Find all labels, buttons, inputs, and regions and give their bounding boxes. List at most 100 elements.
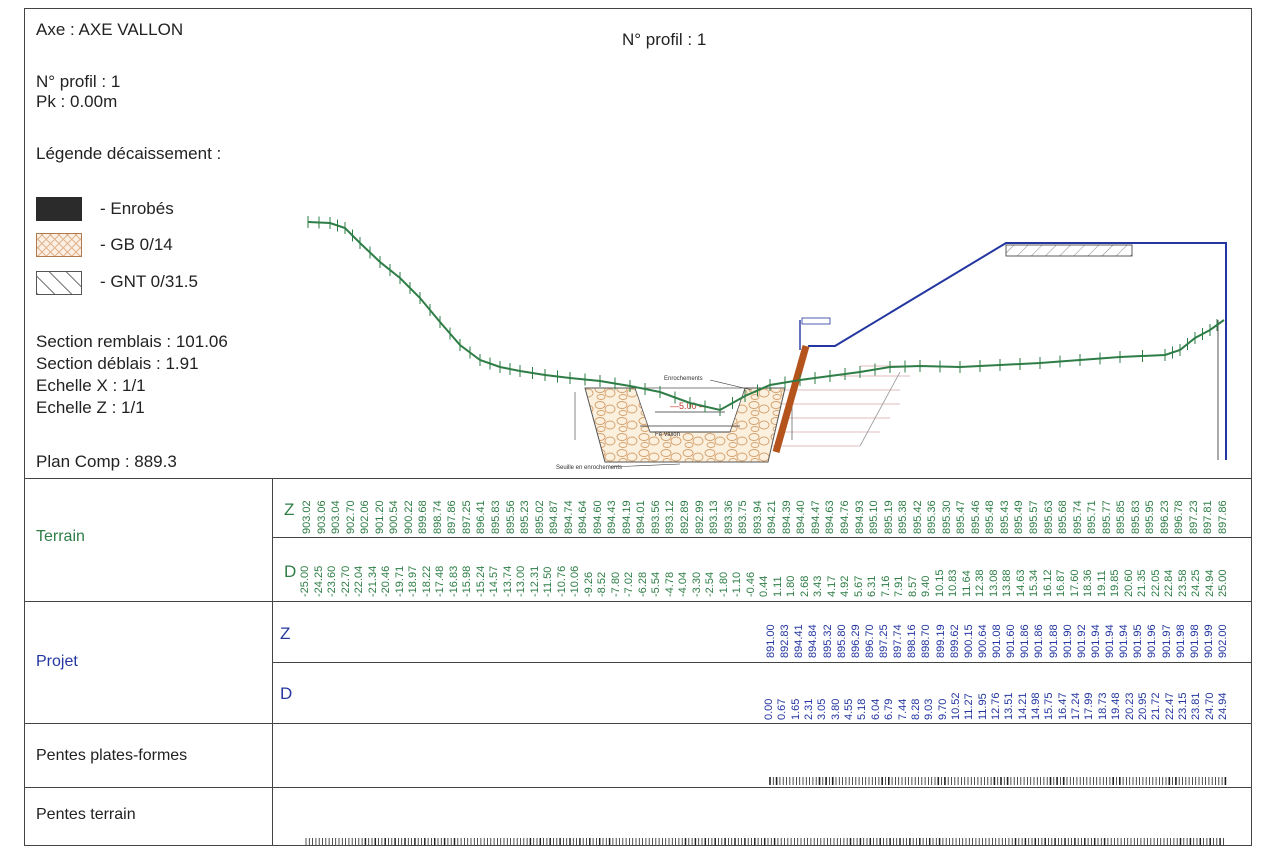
terrain-z-value: 893.36 xyxy=(722,500,735,534)
terrain-z-value: 895.36 xyxy=(926,500,939,534)
legend-title: Légende décaissement : xyxy=(36,144,222,163)
projet-d-value: 20.23 xyxy=(1123,692,1136,720)
terrain-d-value: -20.46 xyxy=(380,565,392,597)
section-remblais: Section remblais : 101.06 xyxy=(36,332,228,351)
terrain-d-value: -22.04 xyxy=(353,565,365,597)
terrain-z-value: 895.46 xyxy=(969,500,982,534)
terrain-d-value: 19.11 xyxy=(1095,570,1108,597)
projet-d-value: 12.76 xyxy=(990,692,1002,720)
terrain-z-value: 894.93 xyxy=(853,500,866,534)
terrain-d-value: 22.05 xyxy=(1149,569,1162,597)
projet-d-value: 2.31 xyxy=(803,698,816,720)
projet-z-value: 900.64 xyxy=(976,624,989,658)
projet-z-value: 902.00 xyxy=(1217,624,1229,658)
terrain-d-value: -23.60 xyxy=(326,565,338,597)
terrain-d-value: 4.17 xyxy=(825,575,838,597)
enrochements-label: Enrochements xyxy=(664,376,703,382)
red-dim-label: —5.00 — xyxy=(670,401,708,411)
gnt-swatch xyxy=(36,271,82,295)
band-top-line xyxy=(24,478,1252,479)
profil-title: N° profil : 1 xyxy=(622,30,707,49)
projet-d-value: 19.48 xyxy=(1110,692,1123,720)
terrain-z-value: 895.38 xyxy=(897,500,910,534)
terrain-d-value: 10.15 xyxy=(933,569,946,597)
projet-d-value: 6.04 xyxy=(869,698,882,720)
projet-z-value: 896.29 xyxy=(849,624,862,658)
projet-d-value: 22.47 xyxy=(1163,692,1176,720)
projet-d-value: 23.15 xyxy=(1176,692,1189,720)
terrain-z-value: 894.43 xyxy=(606,500,619,534)
terrain-z-value: 893.12 xyxy=(664,500,677,534)
terrain-d-value: 13.08 xyxy=(987,569,1000,597)
projet-z-value: 901.90 xyxy=(1061,624,1074,658)
terrain-d-value: -3.30 xyxy=(690,571,703,597)
terrain-d-value: 8.57 xyxy=(906,575,919,597)
terrain-d-value: -15.24 xyxy=(474,565,487,597)
projet-d-value: 6.79 xyxy=(883,698,896,720)
seuil-label: Seuille en enrochements xyxy=(556,465,622,471)
terrain-d-value: -7.02 xyxy=(623,571,635,597)
projet-line xyxy=(808,242,1227,460)
terrain-z-value: 902.70 xyxy=(344,500,357,534)
terrain-d-value: -4.04 xyxy=(677,571,689,597)
terrain-z-value: 893.75 xyxy=(737,500,750,534)
projet-z-value: 901.98 xyxy=(1174,624,1187,658)
terrain-d-value: 24.94 xyxy=(1203,569,1216,597)
terrain-z-value: 892.89 xyxy=(679,500,692,534)
projet-d-value: 10.52 xyxy=(949,692,962,720)
projet-z-label: Z xyxy=(280,624,291,643)
projet-d-label: D xyxy=(280,684,293,703)
projet-z-value: 901.86 xyxy=(1019,624,1032,658)
projet-d-value: 24.70 xyxy=(1203,692,1216,720)
terrain-z-value: 897.25 xyxy=(460,500,473,534)
terrain-d-value: 10.83 xyxy=(947,569,959,597)
terrain-d-value: -10.06 xyxy=(569,565,581,597)
terrain-z-value: 894.63 xyxy=(824,500,837,534)
projet-d-value: 17.99 xyxy=(1083,692,1096,720)
terrain-d-value: 14.63 xyxy=(1014,569,1027,597)
terrain-z-value: 895.68 xyxy=(1057,500,1070,534)
enrobes-swatch xyxy=(36,197,82,221)
terrain-z-value: 895.10 xyxy=(868,500,881,534)
terrain-z-value: 902.06 xyxy=(359,500,372,534)
terrain-z-value: 897.23 xyxy=(1187,500,1200,534)
projet-z-value: 901.95 xyxy=(1132,624,1145,658)
gnt-platform xyxy=(1005,244,1133,257)
projet-mid-line xyxy=(272,662,1252,663)
terrain-z-value: 895.95 xyxy=(1144,500,1157,534)
projet-z-value: 892.83 xyxy=(779,624,792,658)
projet-z-value: 901.86 xyxy=(1033,624,1046,658)
terrain-d-value: -0.46 xyxy=(744,571,757,597)
terrain-d-value: 25.00 xyxy=(1217,569,1229,597)
projet-z-value: 900.15 xyxy=(962,624,975,658)
profil-number: N° profil : 1 xyxy=(36,72,121,91)
terrain-z-value: 895.43 xyxy=(998,500,1011,534)
terrain-z-value: 894.40 xyxy=(795,500,808,534)
terrain-z-value: 895.57 xyxy=(1027,500,1040,534)
terrain-d-value: -21.34 xyxy=(366,565,379,597)
terrain-d-value: 5.67 xyxy=(852,575,865,597)
terrain-d-value: -14.57 xyxy=(488,565,500,597)
terrain-d-value: -22.70 xyxy=(339,565,352,597)
terrain-z-value: 895.49 xyxy=(1013,500,1026,534)
pk-value: Pk : 0.00m xyxy=(36,92,118,111)
terrain-d-value: -18.97 xyxy=(407,565,419,597)
terrain-d-value: -17.48 xyxy=(434,565,446,597)
terrain-d-value: 19.85 xyxy=(1109,569,1121,597)
terrain-z-value: 894.47 xyxy=(809,500,822,534)
terrain-z-value: 894.74 xyxy=(562,500,575,534)
projet-z-value: 898.70 xyxy=(920,624,933,658)
projet-z-value: 894.84 xyxy=(807,624,820,658)
pentes-pf-band-label: Pentes plates-formes xyxy=(36,747,188,764)
terrain-d-value: -19.71 xyxy=(393,565,406,597)
projet-d-value: 11.95 xyxy=(976,693,989,720)
projet-d-value: 9.03 xyxy=(923,698,936,720)
projet-d-value: 23.81 xyxy=(1190,692,1203,720)
terrain-z-value: 895.63 xyxy=(1042,500,1055,534)
terrain-z-value: 896.78 xyxy=(1173,500,1186,534)
terrain-bottom-line xyxy=(24,601,1252,602)
terrain-z-value: 895.83 xyxy=(490,500,503,534)
terrain-d-value: -10.76 xyxy=(555,565,568,597)
pentes-pf-bottom-line xyxy=(24,787,1252,788)
terrain-d-value: 9.40 xyxy=(920,575,932,597)
